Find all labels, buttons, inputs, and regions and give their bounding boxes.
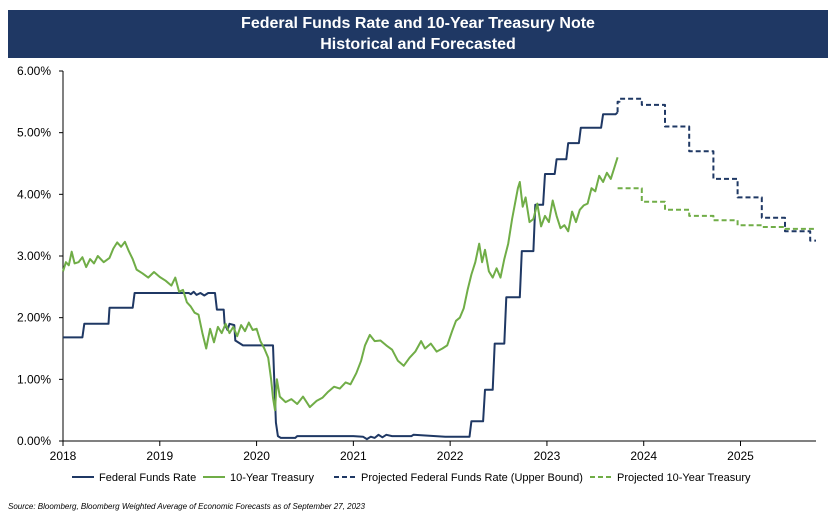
y-tick-label: 4.00% (17, 187, 51, 201)
x-tick-label: 2023 (534, 449, 561, 463)
legend-label: 10-Year Treasury (230, 472, 314, 484)
y-tick-label: 2.00% (17, 311, 51, 325)
chart-subtitle: Historical and Forecasted (320, 36, 516, 53)
x-tick-label: 2024 (630, 449, 657, 463)
x-tick-label: 2019 (146, 449, 173, 463)
legend-label: Projected Federal Funds Rate (Upper Boun… (361, 472, 583, 484)
legend: Federal Funds Rate 10-Year Treasury Projec… (72, 472, 751, 484)
y-axis: 0.00% 1.00% 2.00% 3.00% 4.00% 5.00% 6.00% (17, 64, 64, 448)
x-tick-label: 2022 (437, 449, 464, 463)
series-line-federal-funds-rate (63, 111, 619, 441)
x-tick-label: 2020 (243, 449, 270, 463)
y-tick-label: 3.00% (17, 249, 51, 263)
y-tick-label: 0.00% (17, 434, 51, 448)
y-tick-label: 6.00% (17, 64, 51, 78)
series-line-projected-federal-funds-rate-upper-bound (616, 97, 816, 242)
series-line-10-year-treasury (62, 157, 619, 412)
x-tick-label: 2025 (727, 449, 754, 463)
series-line-projected-10-year-treasury (617, 187, 816, 230)
x-tick-label: 2018 (50, 449, 77, 463)
source-note: Source: Bloomberg, Bloomberg Weighted Av… (8, 502, 365, 511)
x-axis: 2018 2019 2020 2021 2022 2023 2024 2025 (50, 440, 816, 463)
y-tick-label: 5.00% (17, 126, 51, 140)
chart-title: Federal Funds Rate and 10-Year Treasury … (241, 15, 595, 32)
legend-label: Projected 10-Year Treasury (617, 472, 751, 484)
chart-title-banner: Federal Funds Rate and 10-Year Treasury … (8, 10, 828, 58)
plot-series (62, 97, 816, 441)
x-tick-label: 2021 (340, 449, 367, 463)
legend-label: Federal Funds Rate (99, 472, 196, 484)
y-tick-label: 1.00% (17, 372, 51, 386)
